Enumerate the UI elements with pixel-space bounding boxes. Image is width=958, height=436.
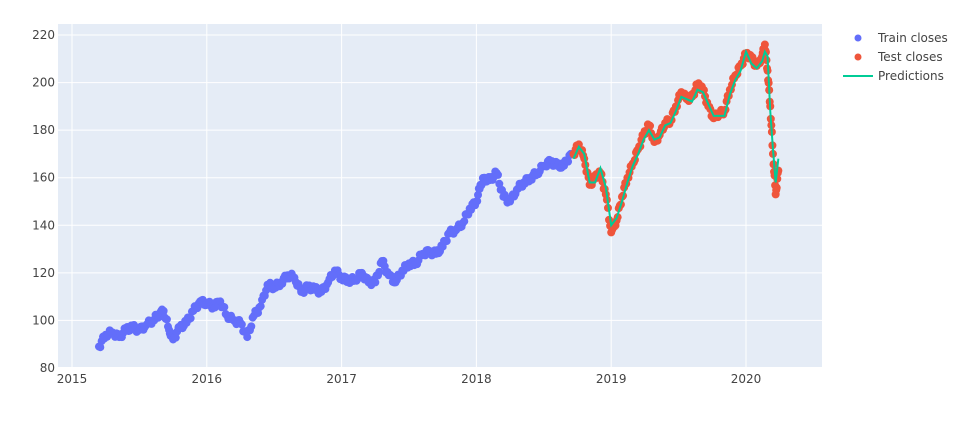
legend-item-test-closes[interactable]: Test closes — [854, 50, 943, 64]
legend-label: Test closes — [877, 50, 943, 64]
x-tick-label: 2020 — [731, 372, 762, 386]
legend-dot-icon — [854, 34, 862, 42]
y-axis: 80 100 120 140 160 180 200 220 — [32, 28, 55, 375]
x-tick-label: 2015 — [57, 372, 88, 386]
series-predictions — [572, 48, 780, 228]
legend-label: Predictions — [878, 69, 944, 83]
series-train-closes — [94, 149, 575, 352]
x-tick-label: 2018 — [461, 372, 492, 386]
legend-dot-icon — [854, 53, 862, 61]
x-tick-label: 2017 — [326, 372, 357, 386]
legend-item-train-closes[interactable]: Train closes — [854, 31, 948, 45]
y-tick-label: 100 — [32, 313, 55, 327]
x-tick-label: 2019 — [596, 372, 627, 386]
y-tick-label: 220 — [32, 28, 55, 42]
plot-area — [58, 24, 822, 368]
legend-item-predictions[interactable]: Predictions — [843, 69, 944, 83]
y-tick-label: 200 — [32, 76, 55, 90]
x-axis: 2015 2016 2017 2018 2019 2020 — [57, 372, 762, 386]
legend-label: Train closes — [877, 31, 948, 45]
x-tick-label: 2016 — [192, 372, 223, 386]
data-series — [94, 40, 783, 352]
y-tick-label: 180 — [32, 123, 55, 137]
y-tick-label: 120 — [32, 266, 55, 280]
gridlines — [58, 24, 822, 369]
y-tick-label: 140 — [32, 218, 55, 232]
legend[interactable]: Train closes Test closes Predictions — [843, 31, 948, 83]
y-tick-label: 80 — [40, 361, 55, 375]
y-tick-label: 160 — [32, 171, 55, 185]
